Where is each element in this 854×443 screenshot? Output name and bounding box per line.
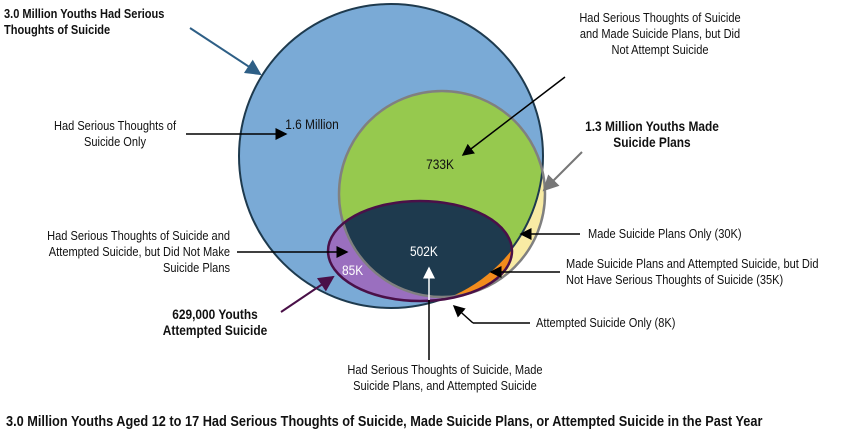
plans-only-label: Made Suicide Plans Only (30K)	[588, 226, 742, 241]
all-three-value: 502K	[410, 243, 438, 259]
all-three-region	[339, 201, 512, 297]
thoughts-only-value: 1.6 Million	[285, 116, 339, 132]
thoughts-only-label: Had Serious Thoughts of Suicide Only	[53, 118, 177, 149]
attempted-only-label: Attempted Suicide Only (8K)	[536, 315, 676, 330]
caption: 3.0 Million Youths Aged 12 to 17 Had Ser…	[6, 413, 763, 430]
attempted-total-label: 629,000 Youths Attempted Suicide	[162, 306, 268, 338]
plans-total-label: 1.3 Million Youths Made Suicide Plans	[585, 118, 719, 150]
thoughts-attempt-no-plans-label: Had Serious Thoughts of Suicide and Atte…	[47, 228, 230, 275]
thoughts-plans-no-attempt-label: Had Serious Thoughts of Suicide and Made…	[579, 10, 741, 57]
thoughts-total-label: 3.0 Million Youths Had Serious Thoughts …	[4, 6, 165, 37]
plans-attempt-no-thoughts-label: Made Suicide Plans and Attempted Suicide…	[566, 256, 819, 287]
thoughts-attempt-value: 85K	[342, 262, 364, 278]
thoughts-plans-value: 733K	[426, 156, 454, 172]
all-three-label: Had Serious Thoughts of Suicide, Made Su…	[347, 362, 543, 393]
